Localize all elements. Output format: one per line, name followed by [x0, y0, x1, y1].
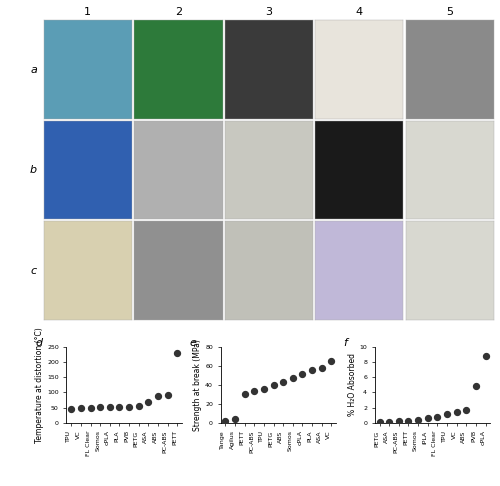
Text: e: e — [189, 338, 196, 348]
Point — [77, 404, 85, 412]
Point — [452, 408, 460, 416]
Point — [164, 391, 172, 399]
Point — [96, 403, 104, 411]
Point — [270, 381, 278, 389]
Point — [472, 382, 480, 390]
Point — [144, 398, 152, 406]
Point — [106, 403, 114, 411]
Point — [462, 406, 470, 414]
Point — [395, 417, 403, 425]
Point — [154, 392, 162, 400]
Point — [414, 417, 422, 424]
Point — [328, 357, 336, 365]
Point — [250, 387, 258, 395]
Point — [318, 364, 326, 372]
Point — [443, 410, 451, 417]
Point — [125, 403, 133, 411]
Point — [289, 374, 297, 382]
Point — [434, 413, 442, 420]
Y-axis label: % H₂O Absorbed: % H₂O Absorbed — [348, 353, 356, 416]
Point — [424, 414, 432, 422]
Text: 4: 4 — [356, 7, 363, 17]
Point — [222, 417, 230, 425]
Point — [308, 366, 316, 374]
Text: 3: 3 — [265, 7, 272, 17]
Point — [482, 352, 490, 360]
Text: b: b — [30, 165, 37, 175]
Point — [240, 390, 248, 398]
Text: d: d — [35, 338, 42, 348]
Text: 5: 5 — [446, 7, 453, 17]
Point — [86, 403, 94, 411]
Point — [231, 415, 239, 423]
Point — [260, 385, 268, 393]
Point — [279, 378, 287, 386]
Y-axis label: Temperature at distortion (°C): Temperature at distortion (°C) — [36, 327, 44, 443]
Point — [173, 349, 181, 357]
Point — [298, 370, 306, 378]
Point — [404, 417, 412, 425]
Point — [376, 418, 384, 426]
Text: 2: 2 — [174, 7, 182, 17]
Text: f: f — [344, 338, 347, 348]
Point — [385, 417, 393, 425]
Text: c: c — [30, 265, 36, 276]
Point — [116, 403, 124, 411]
Y-axis label: Strength at break (MPa): Strength at break (MPa) — [194, 339, 202, 431]
Point — [67, 405, 75, 413]
Text: 1: 1 — [84, 7, 91, 17]
Text: a: a — [30, 65, 37, 75]
Point — [134, 402, 142, 410]
